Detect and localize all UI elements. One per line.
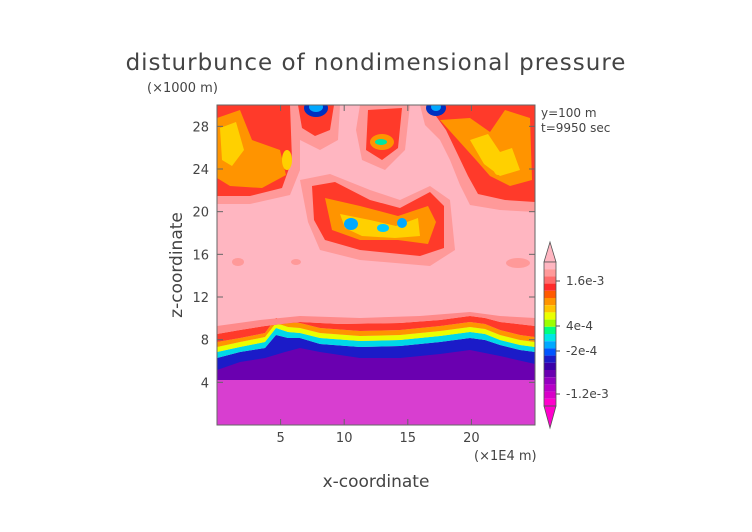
y-axis-label: z-coordinate: [167, 212, 187, 318]
light-red-band: [217, 312, 535, 334]
colorbar-swatch: [544, 348, 556, 356]
orange-band: [217, 318, 535, 347]
colorbar-swatch: [544, 355, 556, 363]
colorbar-label: 4e-4: [566, 319, 593, 333]
x-tick-label: 10: [336, 431, 353, 446]
x-tick-label: 15: [400, 431, 417, 446]
small-patch-2: [291, 259, 301, 265]
upper-right-cell-core: [375, 139, 387, 145]
colorbar-swatch: [544, 398, 556, 406]
colorbar-label: 1.6e-3: [566, 274, 604, 288]
x-axis-label: x-coordinate: [323, 472, 430, 492]
small-patch-3: [506, 258, 530, 268]
colorbar-swatch: [544, 362, 556, 370]
right-ridge-spot: [493, 157, 503, 175]
colorbar-label: -2e-4: [566, 344, 597, 358]
blue-band: [217, 335, 535, 370]
top-minimum-right-core: [431, 105, 441, 111]
plot-area: [217, 105, 535, 425]
annotation-time: t=9950 sec: [541, 121, 610, 135]
colorbar-swatch: [544, 341, 556, 349]
y-tick-label: 28: [192, 120, 209, 135]
colorbar-swatch: [544, 269, 556, 277]
colorbar-swatch: [544, 384, 556, 392]
mid-minimum-left: [344, 218, 358, 230]
colorbar-bottom-arrow: [543, 405, 557, 430]
colorbar-top-arrow: [543, 240, 557, 263]
colorbar-swatch: [544, 319, 556, 327]
colorbar-swatch: [544, 377, 556, 385]
colorbar-swatch: [544, 370, 556, 378]
chart-title: disturbunce of nondimensional pressure: [126, 50, 627, 76]
y-tick-label: 24: [192, 163, 209, 178]
right-ridge-yellow: [470, 134, 520, 176]
top-minimum-left-core: [309, 105, 323, 112]
colorbar: 1.6e-3 4e-4 -2e-4 -1.2e-3: [543, 240, 609, 430]
colorbar-swatch: [544, 326, 556, 334]
upper-left-ridge-yellow: [220, 122, 244, 166]
colorbar-swatch: [544, 305, 556, 313]
colorbar-swatch: [544, 334, 556, 342]
y-tick-label: 16: [192, 248, 209, 263]
colorbar-swatch: [544, 391, 556, 399]
colorbar-swatch: [544, 276, 556, 284]
x-tick-label: 20: [463, 431, 480, 446]
upper-left-cell: [282, 150, 292, 170]
cyan-band: [217, 328, 535, 358]
z-unit-label: (×1000 m): [147, 81, 218, 96]
x-unit-label: (×1E4 m): [474, 449, 537, 464]
colorbar-swatch: [544, 283, 556, 291]
y-tick-label: 20: [192, 206, 209, 221]
deep-negative-band: [217, 346, 535, 380]
colorbar-swatch: [544, 312, 556, 320]
colorbar-swatch: [544, 298, 556, 306]
colorbar-label: -1.2e-3: [566, 387, 609, 401]
colorbar-frame: [543, 261, 557, 407]
mid-minimum-right: [397, 218, 407, 228]
annotation-y: y=100 m: [541, 106, 597, 120]
small-patch-1: [232, 258, 244, 266]
y-tick-label: 4: [201, 376, 209, 391]
red-band: [217, 316, 535, 342]
x-tick-group: 5 10 15 20: [276, 105, 480, 446]
y-tick-label: 8: [201, 334, 209, 349]
y-tick-group: 4 8 12 16 20 24 28: [192, 120, 535, 391]
colorbar-swatch: [544, 262, 556, 270]
plot-frame: [216, 104, 536, 426]
mid-minimum-center: [377, 224, 389, 232]
colorbar-swatch: [544, 290, 556, 298]
yellow-band: [217, 323, 535, 352]
x-tick-label: 5: [276, 431, 284, 446]
y-tick-label: 12: [192, 291, 209, 306]
